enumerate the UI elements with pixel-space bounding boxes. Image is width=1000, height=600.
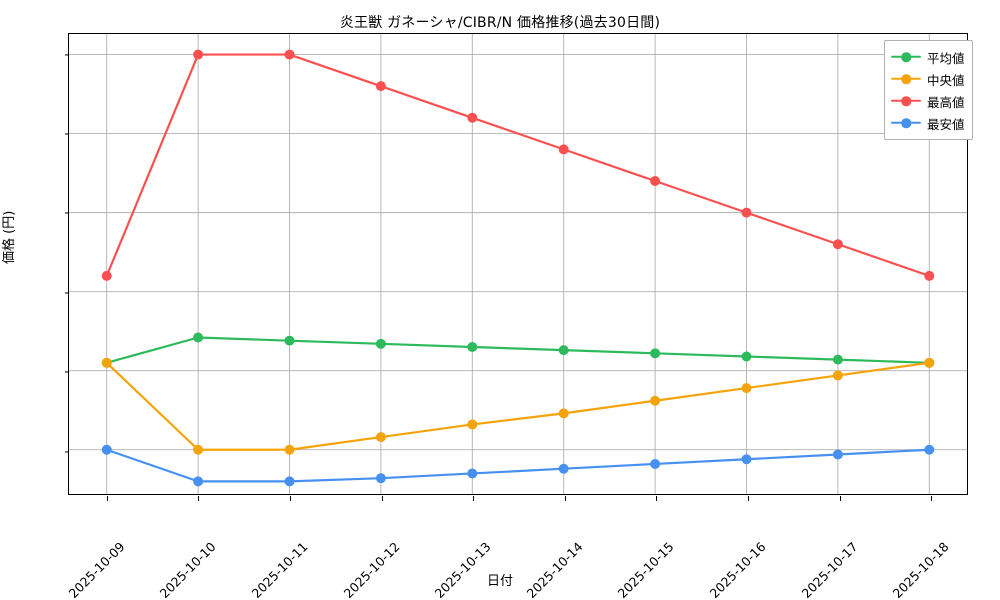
legend-marker-icon — [891, 50, 921, 64]
legend-item-2[interactable]: 中央値 — [891, 68, 965, 90]
data-point — [924, 444, 935, 455]
x-tick-mark — [839, 496, 841, 501]
data-point — [741, 454, 752, 465]
series-lines — [101, 49, 935, 487]
data-point — [558, 345, 569, 356]
data-point — [284, 335, 295, 346]
x-axis-label: 日付 — [486, 574, 513, 589]
data-point — [832, 239, 843, 250]
data-point — [924, 357, 935, 368]
data-point — [284, 476, 295, 487]
legend-item-4[interactable]: 最安値 — [891, 112, 965, 134]
x-tick-mark — [656, 496, 658, 501]
data-point — [741, 207, 752, 218]
data-point — [650, 348, 661, 359]
y-tick-mark — [64, 212, 69, 214]
x-tick-mark — [106, 496, 108, 501]
data-point — [650, 458, 661, 469]
legend-label: 最高値 — [927, 94, 965, 110]
x-tick-mark — [198, 496, 200, 501]
data-point — [467, 419, 478, 430]
data-point — [375, 473, 386, 484]
data-point — [101, 270, 112, 281]
data-point — [467, 342, 478, 352]
data-point — [650, 176, 661, 186]
y-tick-mark — [64, 450, 69, 453]
data-point — [832, 449, 843, 460]
x-tick-mark — [931, 496, 933, 501]
legend-label: 最安値 — [927, 116, 965, 132]
legend-label: 中央値 — [927, 72, 965, 88]
data-point — [101, 357, 112, 368]
legend-label: 平均値 — [927, 50, 965, 66]
series-2 — [101, 357, 935, 455]
y-tick-mark — [64, 292, 69, 294]
data-point — [284, 444, 295, 455]
data-point — [375, 81, 386, 92]
legend-marker-icon — [891, 72, 921, 86]
data-point — [193, 332, 204, 343]
y-axis-label: 価格 (円) — [2, 210, 17, 264]
data-point — [558, 463, 569, 474]
data-point — [832, 370, 843, 381]
series-1 — [101, 332, 935, 368]
data-point — [558, 144, 569, 155]
x-tick-mark — [473, 496, 475, 501]
data-point — [375, 432, 386, 443]
chart-title: 炎王獣 ガネーシャ/CIBR/N 価格推移(過去30日間) — [339, 15, 661, 31]
plot-area: 501001502002503002025-10-092025-10-10202… — [64, 33, 968, 600]
legend-marker-icon — [891, 94, 921, 108]
data-point — [741, 383, 752, 394]
data-point — [467, 468, 478, 479]
chart-legend: 平均値中央値最高値最安値 — [884, 40, 973, 140]
legend-marker-icon — [891, 116, 921, 130]
data-point — [832, 354, 843, 365]
y-tick-mark — [64, 133, 69, 135]
data-point — [193, 49, 204, 60]
data-point — [558, 408, 569, 419]
legend-item-1[interactable]: 平均値 — [891, 46, 965, 68]
y-tick-mark — [64, 371, 69, 373]
x-tick-mark — [290, 496, 292, 501]
data-point — [193, 476, 204, 487]
legend-item-3[interactable]: 最高値 — [891, 90, 965, 112]
data-point — [284, 49, 295, 60]
x-tick-mark — [564, 496, 566, 501]
data-point — [467, 112, 478, 123]
series-4 — [101, 444, 935, 487]
series-3 — [101, 49, 935, 281]
data-point — [650, 395, 661, 406]
data-point — [741, 351, 752, 362]
data-point — [375, 338, 386, 349]
data-point — [193, 444, 204, 455]
y-tick-mark — [64, 54, 69, 56]
data-point — [924, 270, 935, 281]
x-tick-mark — [381, 496, 383, 501]
x-tick-mark — [748, 496, 750, 501]
data-point — [101, 444, 112, 455]
